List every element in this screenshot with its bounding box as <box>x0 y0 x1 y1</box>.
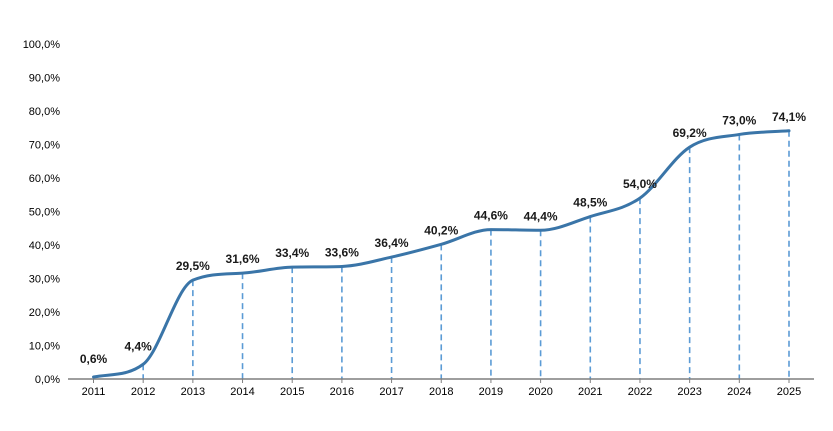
data-label-2019: 44,6% <box>474 209 508 223</box>
data-labels: 0,6% 4,4% 29,5% 31,6% 33,4% 33,6% 36,4% 40,2% 44… <box>80 110 807 366</box>
x-tick-label: 2021 <box>578 386 602 398</box>
x-tick-label: 2019 <box>479 386 503 398</box>
series-line-group <box>92 129 791 379</box>
y-tick-label: 10,0% <box>29 341 60 353</box>
data-label-2018: 40,2% <box>424 223 458 237</box>
y-tick-label: 90,0% <box>29 73 60 85</box>
x-tick-label: 2014 <box>230 386 254 398</box>
data-label-2015: 33,4% <box>275 246 309 260</box>
y-tick-label: 80,0% <box>29 106 60 118</box>
y-tick-label: 0,0% <box>35 374 60 386</box>
x-tick-label: 2024 <box>727 386 751 398</box>
x-tick-label: 2025 <box>777 386 801 398</box>
data-label-2022: 54,0% <box>623 177 657 191</box>
data-label-2011: 0,6% <box>80 352 108 366</box>
drop-lines <box>142 130 790 379</box>
x-tick-label: 2018 <box>429 386 453 398</box>
x-axis: 2011 2012 2013 2014 2015 2016 2017 2018 2019 2020… <box>68 378 814 398</box>
y-axis: 0,0% 10,0% 20,0% 30,0% 40,0% 50,0% 60,0% 70,0% 8… <box>23 39 61 386</box>
data-label-2021: 48,5% <box>573 196 607 210</box>
x-tick-label: 2011 <box>82 386 106 398</box>
y-tick-label: 100,0% <box>23 39 61 51</box>
y-tick-label: 70,0% <box>29 140 60 152</box>
data-label-2025: 74,1% <box>772 110 806 124</box>
data-label-2020: 44,4% <box>524 209 558 223</box>
x-tick-label: 2022 <box>628 386 652 398</box>
y-tick-label: 20,0% <box>29 307 60 319</box>
y-tick-label: 40,0% <box>29 240 60 252</box>
data-label-2014: 31,6% <box>226 252 260 266</box>
series-line <box>92 129 791 379</box>
data-label-2012: 4,4% <box>124 339 152 353</box>
x-tick-label: 2015 <box>280 386 304 398</box>
data-label-2024: 73,0% <box>722 113 756 127</box>
y-tick-label: 60,0% <box>29 173 60 185</box>
x-tick-label: 2013 <box>181 386 205 398</box>
x-tick-label: 2016 <box>330 386 354 398</box>
data-label-2013: 29,5% <box>176 259 210 273</box>
x-tick-label: 2023 <box>677 386 701 398</box>
data-label-2017: 36,4% <box>375 236 409 250</box>
y-tick-label: 30,0% <box>29 274 60 286</box>
x-tick-label: 2020 <box>528 386 552 398</box>
data-label-2016: 33,6% <box>325 245 359 259</box>
y-tick-label: 50,0% <box>29 207 60 219</box>
x-tick-label: 2012 <box>131 386 155 398</box>
x-tick-label: 2017 <box>379 386 403 398</box>
data-label-2023: 69,2% <box>673 126 707 140</box>
